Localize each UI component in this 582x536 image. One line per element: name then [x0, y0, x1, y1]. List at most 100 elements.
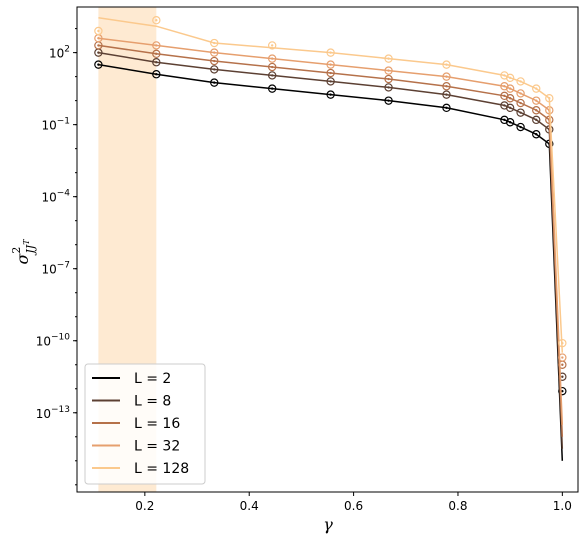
- series-4: [94, 34, 567, 425]
- legend-item: L = 16: [92, 416, 180, 432]
- data-point-inner: [519, 92, 522, 95]
- data-point-inner: [503, 94, 506, 98]
- y-tick-label: 10−1: [41, 117, 70, 133]
- data-point-inner: [155, 73, 158, 76]
- series-5: [94, 16, 567, 353]
- data-point: [505, 103, 515, 113]
- y-axis-label-subsup: T: [22, 239, 31, 245]
- data-point-inner: [508, 76, 512, 80]
- data-point: [558, 338, 567, 348]
- x-tick-label: 0.4: [240, 499, 259, 513]
- legend-label: L = 8: [134, 394, 171, 410]
- data-point: [152, 41, 161, 50]
- data-point-inner: [155, 61, 158, 64]
- legend-label: L = 2: [134, 371, 171, 387]
- data-point-inner: [445, 75, 448, 78]
- data-point: [210, 56, 219, 66]
- data-point-inner: [270, 44, 274, 47]
- data-point-inner: [503, 104, 506, 107]
- data-point-inner: [508, 106, 512, 110]
- x-tick-label: 0.8: [448, 499, 467, 513]
- data-point: [267, 71, 277, 80]
- data-point: [516, 98, 525, 108]
- data-point-inner: [213, 51, 216, 54]
- data-point-inner: [97, 37, 100, 40]
- data-point: [152, 16, 161, 25]
- data-point: [442, 103, 451, 113]
- legend-item: L = 128: [92, 461, 189, 477]
- data-point: [210, 48, 219, 57]
- y-axis-label-sub: JJ: [24, 244, 37, 255]
- data-point-inner: [213, 81, 216, 84]
- data-point-inner: [445, 85, 448, 88]
- data-point: [267, 41, 277, 50]
- legend-item: L = 2: [92, 371, 171, 387]
- data-point: [267, 84, 277, 93]
- y-tick-label: 10−4: [41, 189, 70, 205]
- data-point-inner: [503, 118, 506, 122]
- data-point-inner: [535, 109, 538, 112]
- y-axis: 102 10−1 10−4 10−7 10−10 10−13: [36, 28, 77, 486]
- data-point-inner: [445, 93, 448, 96]
- data-point-inner: [508, 121, 512, 124]
- data-point-inner: [387, 57, 390, 60]
- data-point: [210, 65, 219, 74]
- data-point: [532, 115, 541, 125]
- x-tick-label: 1.0: [553, 499, 572, 513]
- y-axis-label-base: σ: [13, 253, 32, 265]
- y-tick-label: 10−10: [36, 333, 71, 349]
- data-point-inner: [445, 106, 448, 110]
- data-point: [326, 48, 335, 57]
- legend-label: L = 16: [134, 416, 180, 432]
- data-point: [152, 49, 161, 59]
- data-point: [558, 386, 567, 396]
- data-point-inner: [213, 68, 216, 71]
- legend-box: [84, 363, 206, 485]
- y-axis-label-sup: 2: [10, 247, 23, 254]
- data-point: [442, 72, 451, 81]
- data-point: [532, 84, 541, 93]
- data-point-inner: [548, 97, 551, 100]
- legend: L = 2 L = 8 L = 16 L = 32 L = 128: [84, 363, 206, 485]
- data-point-inner: [535, 133, 538, 136]
- data-point: [384, 96, 393, 105]
- data-point-inner: [519, 125, 522, 129]
- legend-label: L = 32: [134, 439, 180, 455]
- data-point: [267, 54, 277, 63]
- data-point-inner: [561, 356, 564, 359]
- x-tick-label: 0.2: [135, 499, 154, 513]
- data-point: [505, 94, 515, 103]
- data-point: [326, 60, 335, 69]
- data-point-inner: [561, 341, 564, 345]
- y-tick-label: 10−7: [41, 261, 70, 277]
- data-point-inner: [535, 99, 538, 102]
- data-point-inner: [535, 118, 538, 122]
- data-point: [532, 130, 541, 139]
- data-point-inner: [503, 85, 506, 88]
- data-point-inner: [270, 65, 274, 69]
- x-tick-label: 0.6: [344, 499, 363, 513]
- data-point-inner: [519, 80, 522, 83]
- data-point-inner: [270, 74, 274, 77]
- data-point-inner: [270, 57, 274, 60]
- data-point-inner: [503, 74, 506, 77]
- data-point: [532, 106, 541, 115]
- data-point-inner: [561, 363, 564, 366]
- data-point: [384, 54, 393, 63]
- data-point-inner: [387, 86, 390, 89]
- data-point-inner: [97, 63, 100, 66]
- y-tick-label: 102: [49, 45, 70, 61]
- data-point-inner: [155, 52, 158, 56]
- data-point: [442, 60, 451, 69]
- data-point: [326, 68, 335, 78]
- data-point: [267, 62, 277, 72]
- data-point: [516, 89, 525, 98]
- data-point-inner: [97, 51, 100, 54]
- data-point-inner: [97, 44, 100, 47]
- x-axis: 0.2 0.4 0.6 0.8 1.0: [135, 492, 572, 513]
- data-point: [326, 90, 335, 99]
- data-point-inner: [213, 59, 216, 63]
- data-point-inner: [519, 101, 522, 105]
- data-point: [384, 83, 393, 92]
